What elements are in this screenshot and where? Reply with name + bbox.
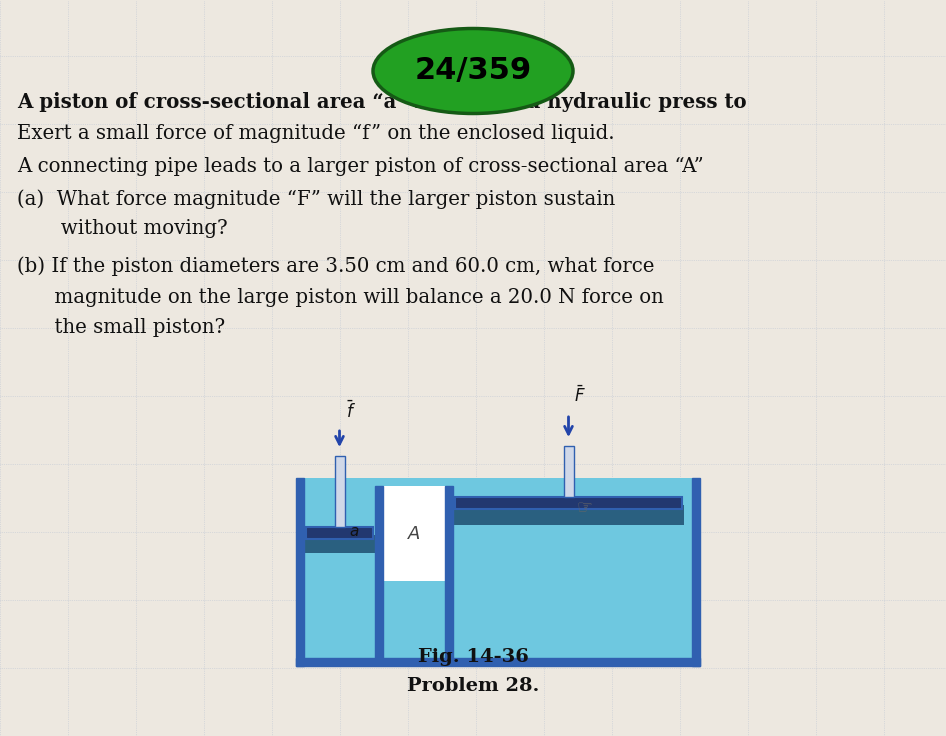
Bar: [564, 446, 573, 497]
Bar: [445, 486, 453, 658]
Text: Exert a small force of magnitude “f” on the enclosed liquid.: Exert a small force of magnitude “f” on …: [17, 124, 615, 144]
Bar: [296, 658, 700, 666]
Bar: [335, 456, 344, 527]
Bar: [296, 478, 304, 666]
Bar: [306, 527, 373, 539]
Text: ☞: ☞: [576, 498, 592, 516]
Bar: [304, 478, 692, 658]
Bar: [304, 535, 375, 553]
Bar: [455, 497, 682, 509]
Text: (b) If the piston diameters are 3.50 cm and 60.0 cm, what force: (b) If the piston diameters are 3.50 cm …: [17, 257, 655, 276]
Text: the small piston?: the small piston?: [17, 318, 225, 337]
Bar: [692, 478, 700, 666]
Ellipse shape: [373, 29, 573, 113]
Text: (a)  What force magnitude “F” will the larger piston sustain: (a) What force magnitude “F” will the la…: [17, 189, 615, 208]
Text: Problem 28.: Problem 28.: [407, 677, 539, 695]
Text: A piston of cross-sectional area “a” is used in a hydraulic press to: A piston of cross-sectional area “a” is …: [17, 91, 746, 112]
Text: $A$: $A$: [407, 525, 421, 542]
Text: 24/359: 24/359: [414, 57, 532, 85]
Text: $\bar{F}$: $\bar{F}$: [573, 386, 586, 406]
Text: magnitude on the large piston will balance a 20.0 N force on: magnitude on the large piston will balan…: [17, 288, 664, 307]
Bar: [375, 486, 383, 658]
Text: without moving?: without moving?: [17, 219, 228, 238]
Bar: [453, 505, 684, 525]
Text: Fig. 14-36: Fig. 14-36: [417, 648, 529, 665]
Text: A connecting pipe leads to a larger piston of cross-sectional area “A”: A connecting pipe leads to a larger pist…: [17, 157, 704, 176]
Text: $a$: $a$: [348, 524, 359, 539]
Text: $\bar{f}$: $\bar{f}$: [345, 400, 356, 422]
Bar: [383, 486, 445, 581]
